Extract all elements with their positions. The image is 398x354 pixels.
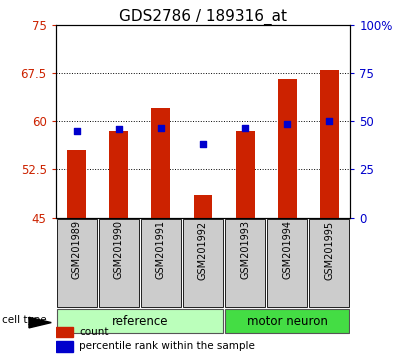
Text: count: count	[79, 327, 109, 337]
Text: motor neuron: motor neuron	[247, 315, 328, 328]
Text: cell type: cell type	[2, 315, 47, 325]
Bar	[225, 219, 265, 307]
Point	[158, 125, 164, 131]
Text: reference: reference	[111, 315, 168, 328]
Text: percentile rank within the sample: percentile rank within the sample	[79, 341, 255, 351]
Point	[326, 118, 332, 124]
Bar	[67, 150, 86, 218]
Bar	[99, 219, 139, 307]
Bar	[151, 108, 170, 218]
Text: GSM201990: GSM201990	[114, 221, 124, 279]
Bar	[56, 341, 73, 352]
Bar	[320, 70, 339, 218]
Bar	[109, 131, 128, 218]
Bar	[183, 219, 223, 307]
Text: GSM201993: GSM201993	[240, 221, 250, 279]
Text: GSM201992: GSM201992	[198, 221, 208, 280]
Bar	[193, 195, 213, 218]
Text: GSM201989: GSM201989	[72, 221, 82, 279]
Bar	[57, 309, 223, 333]
Bar	[141, 219, 181, 307]
Text: GSM201995: GSM201995	[324, 221, 334, 280]
Polygon shape	[29, 317, 51, 328]
Text: GSM201994: GSM201994	[282, 221, 292, 279]
Bar	[236, 131, 255, 218]
Bar	[56, 327, 73, 337]
Bar	[57, 219, 97, 307]
Point	[74, 128, 80, 134]
Point	[116, 126, 122, 132]
Title: GDS2786 / 189316_at: GDS2786 / 189316_at	[119, 8, 287, 25]
Text: GSM201991: GSM201991	[156, 221, 166, 279]
Point	[284, 122, 290, 127]
Bar	[278, 79, 297, 218]
Bar	[309, 219, 349, 307]
Bar	[225, 309, 349, 333]
Point	[200, 141, 206, 147]
Point	[242, 125, 248, 131]
Bar	[267, 219, 307, 307]
